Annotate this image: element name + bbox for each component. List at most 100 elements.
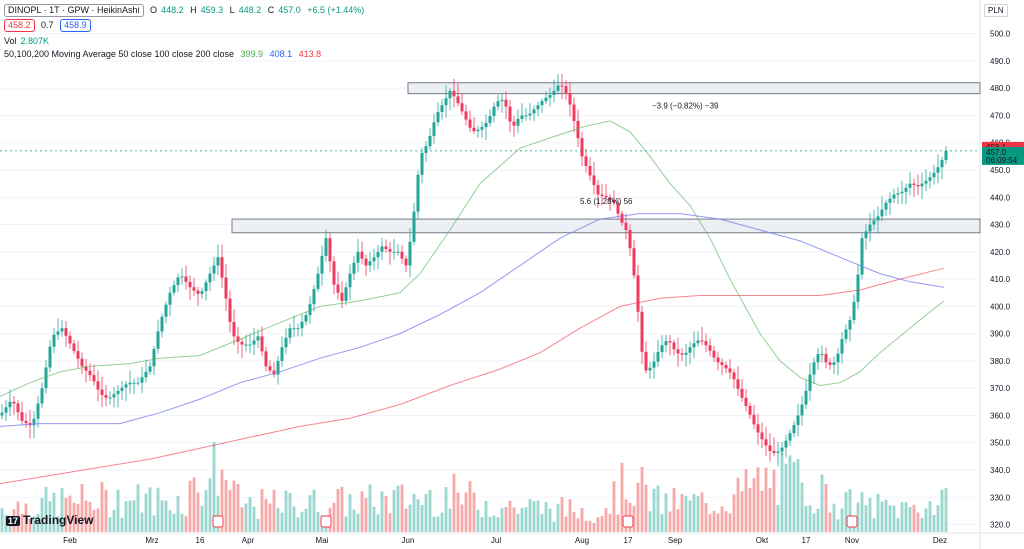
candle-body	[740, 388, 744, 398]
y-tick-label: 370.0	[990, 384, 1011, 393]
volume-bar	[920, 518, 924, 532]
candle-body	[108, 397, 112, 399]
candle-body	[72, 343, 76, 352]
volume-bar	[744, 468, 748, 532]
candle-body	[728, 368, 732, 373]
candle-body	[44, 367, 48, 389]
volume-bar	[504, 506, 508, 532]
candle-body	[828, 362, 832, 365]
ohlc-open: 448.2	[161, 5, 184, 15]
x-tick-label: Mrz	[145, 536, 158, 545]
volume-bar	[208, 478, 212, 532]
candle-body	[392, 251, 396, 253]
candle-body	[316, 273, 320, 289]
volume-bar	[880, 501, 884, 532]
volume-bar	[732, 494, 736, 532]
volume-bar	[620, 462, 624, 532]
candle-body	[600, 194, 604, 196]
candle-body	[32, 418, 36, 426]
volume-bar	[436, 516, 440, 532]
candle-body	[132, 382, 136, 384]
candle-body	[544, 97, 548, 102]
candle-body	[764, 439, 768, 446]
candle-body	[852, 301, 856, 320]
candle-body	[868, 224, 872, 232]
candle-body	[204, 282, 208, 292]
candle-body	[84, 366, 88, 371]
candle-body	[176, 277, 180, 286]
ma-label[interactable]: 50,100,200 Moving Average 50 close 100 c…	[4, 49, 234, 59]
ask-box[interactable]: 458.9	[60, 19, 91, 32]
volume-bar	[596, 517, 600, 532]
x-tick-label: Dez	[933, 536, 947, 545]
volume-bar	[856, 502, 860, 532]
volume-bar	[136, 484, 140, 532]
candle-body	[224, 277, 228, 299]
volume-bar	[608, 513, 612, 532]
candle-body	[88, 370, 92, 376]
candle-body	[528, 113, 532, 116]
candle-body	[292, 328, 296, 330]
volume-bar	[420, 504, 424, 532]
x-tick-label: 16	[196, 536, 205, 545]
currency-box[interactable]: PLN	[984, 4, 1008, 17]
candle-body	[156, 331, 160, 349]
volume-bar	[268, 503, 272, 532]
volume-bar	[384, 496, 388, 532]
candle-body	[48, 346, 52, 368]
symbol-title[interactable]: DINOPL · 1T · GPW · HeikinAshi	[4, 4, 144, 17]
ma200-line	[0, 267, 945, 485]
volume-bar	[688, 500, 692, 532]
candle-body	[548, 95, 552, 98]
bid-box[interactable]: 458.2	[4, 19, 35, 32]
candle-body	[164, 304, 168, 317]
candle-body	[592, 175, 596, 185]
candle-body	[412, 211, 416, 242]
volume-bar	[264, 498, 268, 532]
candle-body	[720, 362, 724, 365]
x-tick-label: Okt	[756, 536, 769, 545]
volume-bar	[336, 488, 340, 532]
candle-body	[560, 85, 564, 87]
candle-body	[196, 290, 200, 294]
earnings-marker-icon	[846, 515, 858, 528]
candle-body	[4, 407, 8, 413]
volume-bar	[388, 513, 392, 532]
candle-body	[936, 167, 940, 173]
volume-bar	[668, 511, 672, 532]
volume-bar	[340, 486, 344, 532]
candle-body	[320, 255, 324, 274]
volume-bar	[516, 513, 520, 532]
candle-body	[216, 257, 220, 266]
ohlc-high-label: H	[190, 5, 197, 15]
candle-body	[780, 447, 784, 452]
candle-body	[228, 298, 232, 322]
volume-bar	[488, 516, 492, 532]
y-tick-label: 340.0	[990, 466, 1011, 475]
volume-bar	[528, 499, 532, 532]
candle-body	[752, 414, 756, 425]
candle-body	[280, 347, 284, 361]
volume-bar	[284, 490, 288, 532]
candle-body	[364, 258, 368, 266]
candle-body	[652, 361, 656, 368]
candle-body	[640, 311, 644, 352]
volume-bar	[76, 503, 80, 532]
volume-bar	[432, 516, 436, 532]
candle-body	[484, 122, 488, 128]
volume-bar	[92, 509, 96, 532]
candle-body	[792, 425, 796, 434]
volume-bar	[0, 508, 4, 532]
volume-bar	[404, 508, 408, 532]
volume-bar	[356, 513, 360, 532]
candle-body	[268, 366, 272, 371]
candle-body	[824, 354, 828, 363]
volume-bar	[568, 499, 572, 532]
candle-body	[564, 86, 568, 93]
candle-body	[408, 241, 412, 266]
volume-bar	[412, 493, 416, 532]
volume-bar	[536, 500, 540, 532]
volume-bar	[796, 459, 800, 532]
volume-bar	[648, 511, 652, 532]
